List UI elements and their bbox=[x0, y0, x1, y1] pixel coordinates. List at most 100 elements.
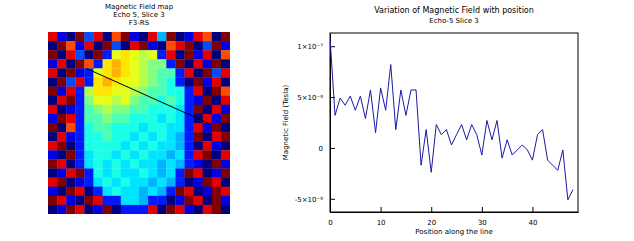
heat-cell bbox=[84, 123, 93, 132]
heat-cell bbox=[212, 178, 221, 187]
heat-cell bbox=[75, 59, 84, 68]
heat-cell bbox=[212, 196, 221, 205]
heat-cell bbox=[212, 32, 221, 41]
heat-cell bbox=[84, 159, 93, 168]
chart-subtitle: F3-RS bbox=[129, 19, 150, 27]
heat-cell bbox=[48, 159, 57, 168]
heat-cell bbox=[94, 59, 103, 68]
heat-cell bbox=[57, 41, 66, 50]
heat-cell bbox=[212, 41, 221, 50]
heat-cell bbox=[194, 32, 203, 41]
heat-cell bbox=[212, 87, 221, 96]
heat-cell bbox=[48, 68, 57, 77]
heat-cell bbox=[148, 123, 157, 132]
heat-cell bbox=[185, 159, 194, 168]
heat-cell bbox=[175, 141, 184, 150]
figure: Magnetic Field mapEcho 5, Slice 3F3-RSVa… bbox=[0, 0, 634, 241]
heat-cell bbox=[112, 205, 121, 214]
tick-label: 40 bbox=[528, 219, 537, 227]
heat-cell bbox=[57, 196, 66, 205]
heatmap: Magnetic Field mapEcho 5, Slice 3F3-RS bbox=[48, 3, 230, 214]
heat-cell bbox=[121, 41, 130, 50]
heat-cell bbox=[48, 41, 57, 50]
heat-cell bbox=[139, 96, 148, 105]
heat-cell bbox=[166, 205, 175, 214]
heat-cell bbox=[84, 132, 93, 141]
heat-cell bbox=[221, 78, 230, 87]
heat-cell bbox=[130, 132, 139, 141]
heat-cell bbox=[94, 68, 103, 77]
heat-cell bbox=[57, 123, 66, 132]
heat-cell bbox=[139, 178, 148, 187]
heat-cell bbox=[66, 205, 75, 214]
heat-cell bbox=[66, 187, 75, 196]
heat-cell bbox=[221, 41, 230, 50]
heat-cell bbox=[130, 59, 139, 68]
heat-cell bbox=[166, 59, 175, 68]
heat-cell bbox=[75, 114, 84, 123]
tick-label: 0 bbox=[319, 145, 323, 153]
heat-cell bbox=[94, 141, 103, 150]
heat-cell bbox=[185, 169, 194, 178]
heat-cell bbox=[48, 150, 57, 159]
heat-cell bbox=[130, 187, 139, 196]
heat-cell bbox=[48, 114, 57, 123]
heat-cell bbox=[175, 169, 184, 178]
heat-cell bbox=[57, 132, 66, 141]
tick: 5×10⁻⁸ bbox=[297, 94, 335, 102]
heat-cell bbox=[157, 41, 166, 50]
heat-cell bbox=[84, 205, 93, 214]
heat-cell bbox=[212, 187, 221, 196]
heat-cell bbox=[221, 150, 230, 159]
heat-cell bbox=[157, 178, 166, 187]
heat-cell bbox=[66, 178, 75, 187]
heat-cell bbox=[121, 169, 130, 178]
heat-cell bbox=[139, 187, 148, 196]
chart-title: Magnetic Field map bbox=[105, 3, 174, 11]
heat-cell bbox=[157, 159, 166, 168]
heat-cell bbox=[185, 205, 194, 214]
heat-cell bbox=[66, 150, 75, 159]
heat-cell bbox=[148, 78, 157, 87]
heat-cell bbox=[148, 132, 157, 141]
heat-cell bbox=[175, 159, 184, 168]
tick-label: 0 bbox=[328, 219, 332, 227]
heat-cell bbox=[66, 41, 75, 50]
heat-cell bbox=[75, 78, 84, 87]
heat-cell bbox=[203, 141, 212, 150]
heat-cell bbox=[66, 114, 75, 123]
heat-cell bbox=[66, 132, 75, 141]
heat-cell bbox=[139, 114, 148, 123]
heat-cell bbox=[75, 132, 84, 141]
heat-cell bbox=[75, 87, 84, 96]
heat-cell bbox=[185, 68, 194, 77]
heat-cell bbox=[221, 87, 230, 96]
heat-cell bbox=[203, 159, 212, 168]
heat-cell bbox=[130, 32, 139, 41]
heat-cell bbox=[75, 96, 84, 105]
heat-cell bbox=[130, 205, 139, 214]
tick-label: 30 bbox=[478, 219, 487, 227]
data-line bbox=[330, 38, 573, 200]
tick-mark bbox=[330, 148, 335, 149]
heat-cell bbox=[221, 123, 230, 132]
heat-cell bbox=[130, 159, 139, 168]
heat-cell bbox=[94, 96, 103, 105]
heat-cell bbox=[148, 87, 157, 96]
heat-cell bbox=[48, 178, 57, 187]
heat-cell bbox=[84, 96, 93, 105]
heat-cell bbox=[175, 87, 184, 96]
heat-cell bbox=[48, 78, 57, 87]
heat-cell bbox=[185, 59, 194, 68]
heat-cell bbox=[194, 68, 203, 77]
heat-cell bbox=[212, 68, 221, 77]
heat-cell bbox=[75, 41, 84, 50]
heat-cell bbox=[112, 178, 121, 187]
heat-cell bbox=[112, 68, 121, 77]
heat-cell bbox=[75, 32, 84, 41]
heat-cell bbox=[48, 132, 57, 141]
heat-cell bbox=[148, 169, 157, 178]
heat-cell bbox=[66, 123, 75, 132]
heat-cell bbox=[194, 87, 203, 96]
heat-cell bbox=[157, 132, 166, 141]
